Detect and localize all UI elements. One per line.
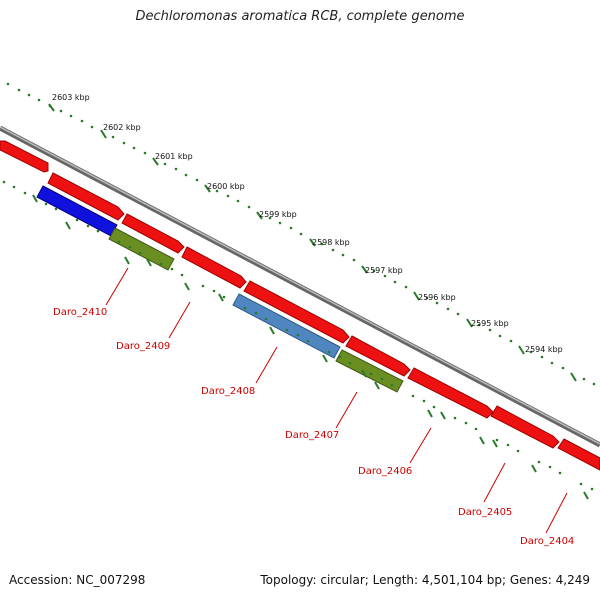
label-leaders [105,267,568,534]
gene-label-daro-2404[interactable]: Daro_2404 [520,536,574,547]
kbp-label: 2596 kbp [418,293,456,302]
inner-scale-track [2,180,594,491]
gene-arrow[interactable] [121,213,185,254]
kbp-label: 2603 kbp [52,93,90,102]
gene-arrow[interactable] [243,280,350,344]
outer-scale-ticks [48,103,577,382]
kbp-label: 2599 kbp [259,210,297,219]
gene-daro-2409[interactable] [108,227,175,271]
gene-arrow[interactable] [47,172,125,221]
kbp-label: 2598 kbp [312,238,350,247]
kbp-label: 2595 kbp [471,319,509,328]
kbp-label: 2602 kbp [103,123,141,132]
genome-summary-text: Topology: circular; Length: 4,501,104 bp… [260,573,590,587]
gene-label-daro-2406[interactable]: Daro_2406 [358,466,412,477]
gene-arrow[interactable] [407,367,494,419]
gene-label-daro-2405[interactable]: Daro_2405 [458,507,512,518]
kbp-label: 2597 kbp [365,266,403,275]
forward-strand-genes [0,140,600,471]
gene-label-daro-2408[interactable]: Daro_2408 [201,386,255,397]
gene-arrow[interactable] [0,140,49,173]
kbp-label: 2600 kbp [207,182,245,191]
kbp-labels: 2603 kbp 2602 kbp 2601 kbp 2600 kbp 2599… [52,93,563,354]
outer-scale-track [6,82,596,386]
genome-backbone [0,125,600,448]
gene-label-daro-2410[interactable]: Daro_2410 [53,307,107,318]
gene-arrow[interactable] [490,405,560,449]
gene-label-daro-2409[interactable]: Daro_2409 [116,341,170,352]
gene-arrow[interactable] [557,438,600,471]
gene-daro-2407[interactable] [335,349,404,393]
gene-daro-2408[interactable] [232,293,341,359]
gene-label-daro-2407[interactable]: Daro_2407 [285,430,339,441]
gene-labels: Daro_2410 Daro_2409 Daro_2408 Daro_2407 … [53,307,574,547]
gene-arrow[interactable] [345,335,411,377]
accession-text: Accession: NC_007298 [9,573,146,587]
inner-scale-ticks [32,194,589,500]
gene-arrow[interactable] [181,246,247,289]
map-title: Dechloromonas aromatica RCB, complete ge… [135,9,465,24]
kbp-label: 2601 kbp [155,152,193,161]
reverse-strand-genes [36,185,404,393]
kbp-label: 2594 kbp [525,345,563,354]
